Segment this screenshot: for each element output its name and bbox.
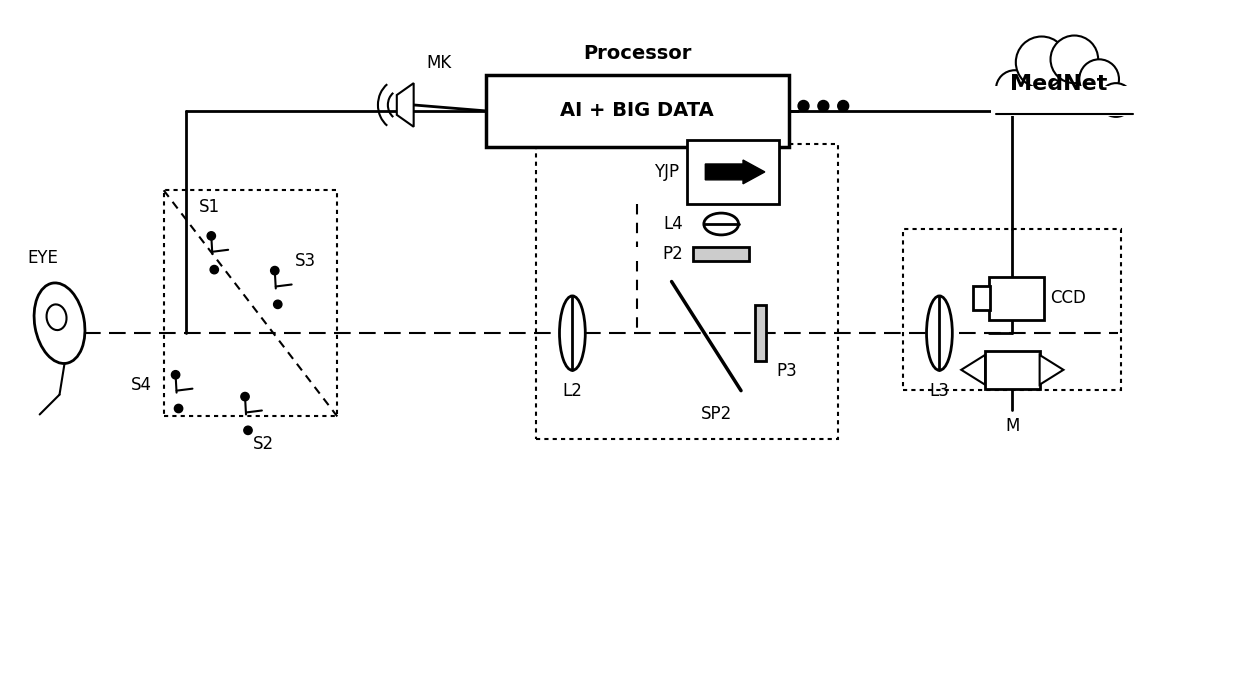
Bar [486, 75, 789, 147]
Bar [693, 247, 749, 261]
Bar [991, 86, 1138, 116]
Polygon shape [1039, 355, 1064, 385]
Text: S1: S1 [198, 198, 219, 216]
Circle shape [1016, 37, 1068, 88]
Ellipse shape [926, 296, 952, 370]
Bar [755, 305, 766, 361]
Bar [973, 286, 990, 310]
Text: L4: L4 [663, 215, 683, 233]
Circle shape [274, 300, 281, 309]
Ellipse shape [704, 213, 739, 235]
Text: MK: MK [427, 54, 451, 72]
Circle shape [1079, 59, 1118, 99]
Text: S4: S4 [131, 376, 153, 393]
Text: M: M [1006, 418, 1019, 435]
Circle shape [1050, 35, 1099, 83]
Circle shape [270, 266, 279, 275]
Circle shape [1099, 83, 1133, 117]
Circle shape [996, 70, 1034, 108]
Bar [164, 190, 337, 416]
Bar [536, 144, 838, 439]
Bar [985, 351, 1039, 389]
Polygon shape [961, 355, 985, 385]
Text: P3: P3 [776, 362, 797, 379]
Text: AI + BIG DATA: AI + BIG DATA [560, 101, 714, 120]
Text: YJP: YJP [655, 163, 680, 181]
Text: P2: P2 [662, 245, 683, 263]
Polygon shape [706, 160, 765, 183]
Circle shape [241, 393, 249, 401]
Circle shape [244, 426, 252, 434]
Ellipse shape [559, 296, 585, 370]
Circle shape [171, 370, 180, 379]
Circle shape [818, 101, 828, 111]
Bar [990, 277, 1044, 320]
Text: MedNet: MedNet [1009, 74, 1107, 94]
Text: SP2: SP2 [701, 405, 732, 423]
Text: Processor: Processor [583, 44, 692, 63]
Text: L3: L3 [930, 382, 950, 400]
Ellipse shape [47, 304, 67, 330]
Circle shape [799, 101, 808, 111]
Polygon shape [397, 83, 414, 126]
Text: S2: S2 [253, 435, 274, 453]
Circle shape [175, 404, 182, 413]
Ellipse shape [33, 283, 86, 363]
Text: EYE: EYE [27, 249, 58, 267]
Text: CCD: CCD [1050, 289, 1086, 307]
Circle shape [838, 101, 848, 111]
Circle shape [210, 265, 218, 274]
Text: L2: L2 [563, 382, 583, 400]
Bar [903, 229, 1121, 390]
Bar [687, 140, 779, 204]
Circle shape [207, 231, 216, 240]
Text: S3: S3 [295, 252, 316, 270]
